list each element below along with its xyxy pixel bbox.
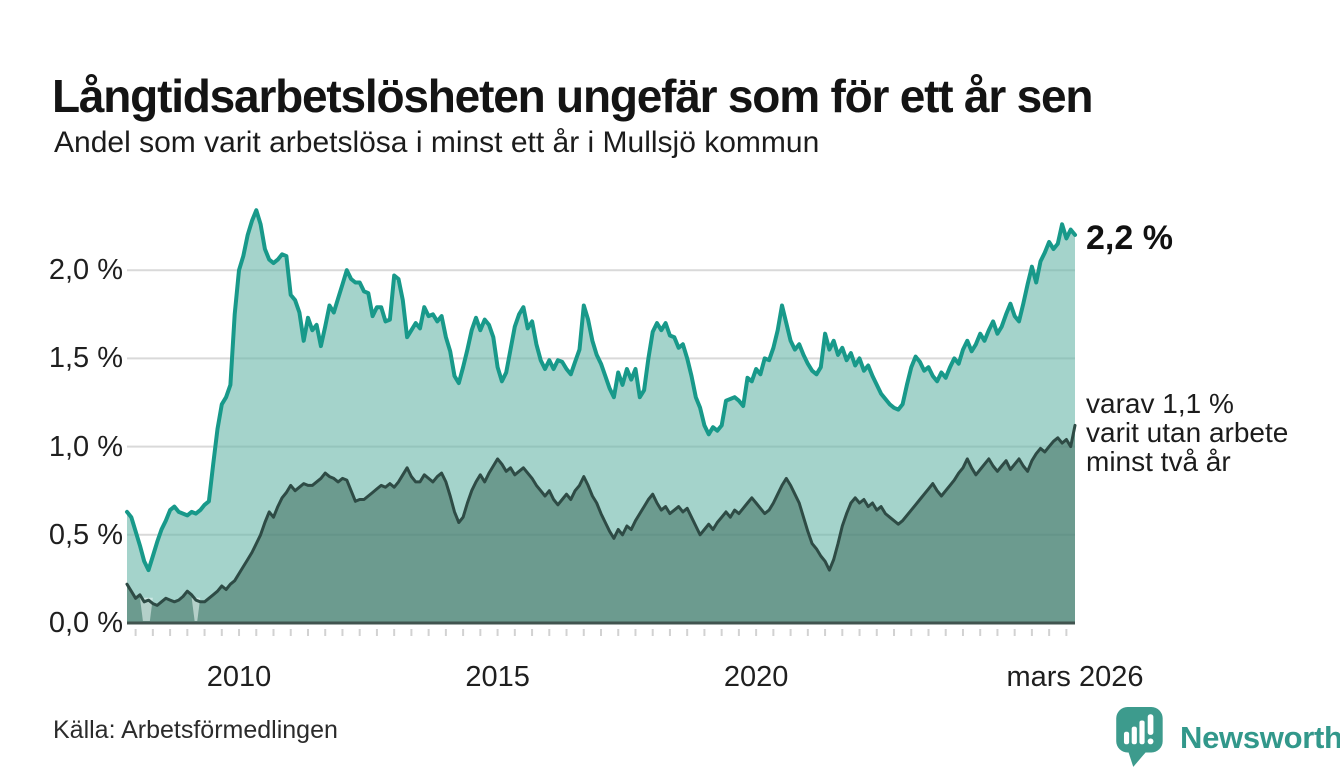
x-tick-label: 2015 xyxy=(465,661,530,693)
data-gap-notch xyxy=(139,597,153,621)
y-tick-label: 1,0 % xyxy=(48,430,123,463)
data-gap-notch xyxy=(191,597,201,621)
y-tick-label: 0,0 % xyxy=(48,607,123,639)
series-line-1yr xyxy=(125,208,1077,573)
two-year-value-label: varav 1,1 % varit utan arbete minst två … xyxy=(1086,389,1288,476)
page-title: Långtidsarbetslösheten ungefär som för e… xyxy=(52,69,1094,122)
x-tick-label: mars 2026 xyxy=(1006,661,1144,693)
newsworthy-logo: Newsworthy xyxy=(1115,706,1340,770)
series-area-2yr xyxy=(127,425,1075,623)
y-tick-label: 2,0 % xyxy=(48,254,123,287)
two-year-value-line-1: varav 1,1 % xyxy=(1086,388,1234,419)
series-line-2yr xyxy=(125,423,1077,607)
y-tick-label: 0,5 % xyxy=(48,518,123,551)
y-tick-label: 1,5 % xyxy=(48,342,123,375)
x-tick-label: 2020 xyxy=(723,661,789,693)
latest-value-label: 2,2 % xyxy=(1086,219,1173,257)
newsworthy-logo-icon xyxy=(1116,707,1163,767)
x-tick-label: 2010 xyxy=(206,661,272,693)
two-year-value-line-3: minst två år xyxy=(1086,446,1231,477)
chart-subtitle: Andel som varit arbetslösa i minst ett å… xyxy=(54,126,820,159)
newsworthy-logo-text: Newsworthy xyxy=(1180,720,1340,755)
two-year-value-line-2: varit utan arbete xyxy=(1086,417,1289,448)
source-note: Källa: Arbetsförmedlingen xyxy=(53,716,338,744)
